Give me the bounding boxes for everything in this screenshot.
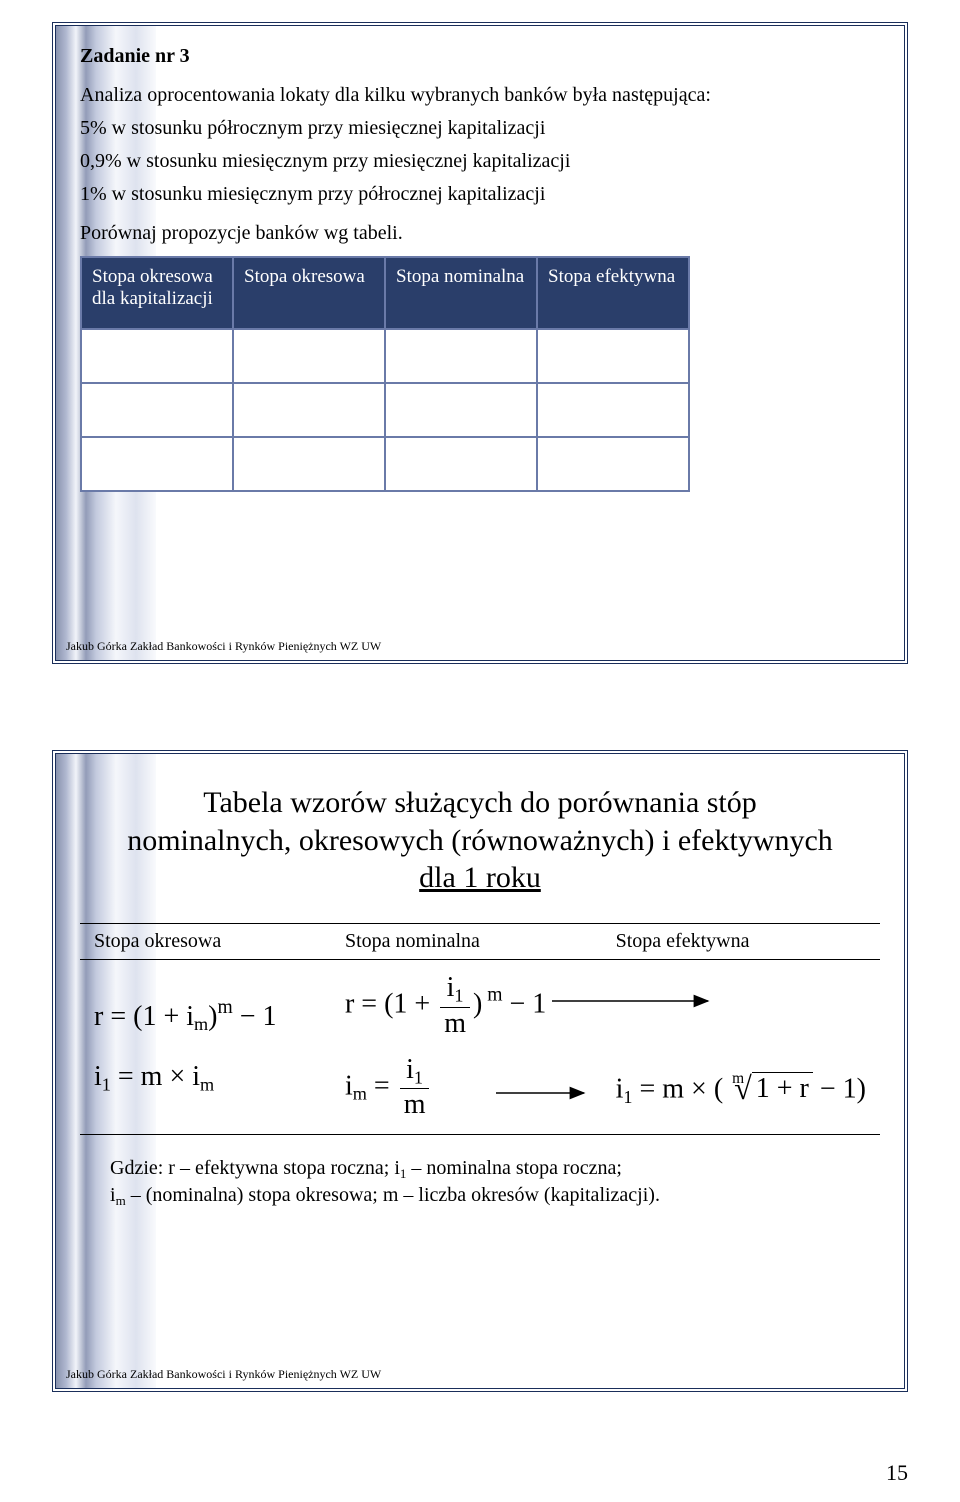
cell-efektywna: i1 = m × (m√1 + r − 1): [602, 959, 880, 1134]
table-header-4: Stopa efektywna: [537, 257, 689, 329]
col-header-1: Stopa okresowa: [80, 923, 331, 959]
bullet-1: 5% w stosunku półrocznym przy miesięczne…: [80, 116, 880, 141]
bullet-3: 1% w stosunku miesięcznym przy półroczne…: [80, 182, 880, 207]
slide2-title: Tabela wzorów służących do porównania st…: [120, 784, 840, 897]
legend: Gdzie: r – efektywna stopa roczna; i1 – …: [110, 1155, 850, 1210]
title-text: Tabela wzorów służących do porównania st…: [127, 786, 833, 857]
compare-text: Porównaj propozycje banków wg tabeli.: [80, 221, 880, 246]
legend-part-2b: – (nominalna) stopa okresowa; m – liczba…: [126, 1184, 660, 1206]
task-label: Zadanie nr 3: [80, 44, 880, 69]
table-header-3: Stopa nominalna: [385, 257, 537, 329]
table-header-2: Stopa okresowa: [233, 257, 385, 329]
col-header-3: Stopa efektywna: [602, 923, 880, 959]
table-row: [81, 437, 689, 491]
table-row: [81, 383, 689, 437]
cell-okresowa: r = (1 + im)m − 1 i1 = m × im: [80, 959, 331, 1134]
table-header-1: Stopa okresowa dla kapitalizacji: [81, 257, 233, 329]
cell-nominalna: r = (1 + i1m) m − 1 im = i1m: [331, 959, 602, 1134]
legend-part-1: Gdzie: r – efektywna stopa roczna; i: [110, 1157, 400, 1179]
col-header-2: Stopa nominalna: [331, 923, 602, 959]
slide-footer: Jakub Górka Zakład Bankowości i Rynków P…: [66, 1367, 381, 1382]
rates-table: Stopa okresowa dla kapitalizacji Stopa o…: [80, 256, 690, 492]
intro-text: Analiza oprocentowania lokaty dla kilku …: [80, 83, 880, 108]
table-row: [81, 329, 689, 383]
slide-footer: Jakub Górka Zakład Bankowości i Rynków P…: [66, 639, 381, 654]
formula-table: Stopa okresowa Stopa nominalna Stopa efe…: [80, 923, 880, 1135]
page-number: 15: [886, 1460, 908, 1486]
legend-part-1b: – nominalna stopa roczna;: [406, 1157, 622, 1179]
title-underline: dla 1 roku: [419, 861, 541, 894]
bullet-2: 0,9% w stosunku miesięcznym przy miesięc…: [80, 149, 880, 174]
